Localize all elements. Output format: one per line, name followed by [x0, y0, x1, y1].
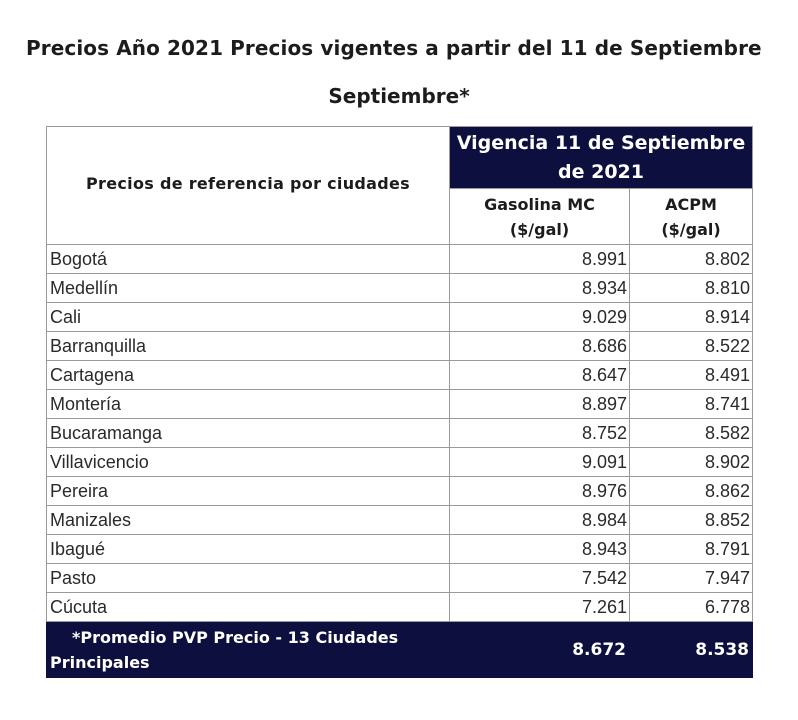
- city-cell: Medellín: [46, 273, 450, 303]
- fuel-prices-table: Precios de referencia por ciudades Vigen…: [46, 126, 754, 678]
- period-header: Vigencia 11 de Septiembre de 2021: [448, 126, 754, 189]
- acpm-cell: 8.852: [628, 505, 754, 535]
- city-cell: Bogotá: [46, 244, 450, 274]
- acpm-cell: 8.862: [628, 476, 754, 506]
- acpm-column-name: ACPM: [665, 194, 717, 214]
- gasolina-cell: 8.943: [449, 534, 630, 564]
- table-row: Ibagué 8.943 8.791: [46, 534, 754, 564]
- acpm-cell: 8.802: [628, 244, 754, 274]
- average-acpm: 8.538: [628, 621, 754, 678]
- city-cell: Montería: [46, 389, 450, 419]
- gasolina-cell: 8.897: [449, 389, 630, 419]
- gasolina-cell: 8.752: [449, 418, 630, 448]
- city-cell: Cali: [46, 302, 450, 332]
- acpm-cell: 8.902: [628, 447, 754, 477]
- page-title: Precios Año 2021 Precios vigentes a part…: [26, 36, 762, 60]
- city-cell: Ibagué: [46, 534, 450, 564]
- page-title-continuation: Septiembre*: [328, 84, 470, 108]
- table-row: Montería 8.897 8.741: [46, 389, 754, 419]
- acpm-cell: 8.491: [628, 360, 754, 390]
- acpm-cell: 8.522: [628, 331, 754, 361]
- acpm-column-unit: ($/gal): [661, 219, 721, 239]
- table-row: Bogotá 8.991 8.802: [46, 244, 754, 274]
- acpm-cell: 6.778: [628, 592, 754, 622]
- acpm-cell: 8.810: [628, 273, 754, 303]
- table-row: Medellín 8.934 8.810: [46, 273, 754, 303]
- table-row: Pereira 8.976 8.862: [46, 476, 754, 506]
- table-row: Bucaramanga 8.752 8.582: [46, 418, 754, 448]
- acpm-cell: 7.947: [628, 563, 754, 593]
- acpm-cell: 8.582: [628, 418, 754, 448]
- gasolina-cell: 8.647: [449, 360, 630, 390]
- acpm-cell: 8.741: [628, 389, 754, 419]
- gasolina-cell: 9.029: [449, 302, 630, 332]
- city-cell: Bucaramanga: [46, 418, 450, 448]
- table-row: Cúcuta 7.261 6.778: [46, 592, 754, 622]
- acpm-cell: 8.791: [628, 534, 754, 564]
- city-cell: Villavicencio: [46, 447, 450, 477]
- gasolina-column-name: Gasolina MC: [484, 194, 595, 214]
- city-cell: Manizales: [46, 505, 450, 535]
- table-row: Pasto 7.542 7.947: [46, 563, 754, 593]
- average-gasolina: 8.672: [449, 621, 630, 678]
- table-row: Barranquilla 8.686 8.522: [46, 331, 754, 361]
- acpm-column-header: ACPM ($/gal): [628, 188, 754, 245]
- gasolina-cell: 8.934: [449, 273, 630, 303]
- city-cell: Pasto: [46, 563, 450, 593]
- gasolina-column-unit: ($/gal): [509, 219, 570, 239]
- table-row: Cartagena 8.647 8.491: [46, 360, 754, 390]
- table-row: Cali 9.029 8.914: [46, 302, 754, 332]
- table-row: Villavicencio 9.091 8.902: [46, 447, 754, 477]
- gasolina-cell: 8.976: [449, 476, 630, 506]
- gasolina-cell: 9.091: [449, 447, 630, 477]
- gasolina-cell: 8.984: [449, 505, 630, 535]
- city-cell: Cartagena: [46, 360, 450, 390]
- city-column-header: Precios de referencia por ciudades: [46, 126, 450, 245]
- average-label: *Promedio PVP Precio - 13 Ciudades Princ…: [46, 621, 450, 678]
- gasolina-cell: 8.686: [449, 331, 630, 361]
- gasolina-column-header: Gasolina MC ($/gal): [449, 188, 630, 245]
- average-row: *Promedio PVP Precio - 13 Ciudades Princ…: [46, 621, 754, 678]
- table-row: Manizales 8.984 8.852: [46, 505, 754, 535]
- gasolina-cell: 7.261: [449, 592, 630, 622]
- gasolina-cell: 8.991: [449, 244, 630, 274]
- city-cell: Cúcuta: [46, 592, 450, 622]
- city-cell: Pereira: [46, 476, 450, 506]
- gasolina-cell: 7.542: [449, 563, 630, 593]
- acpm-cell: 8.914: [628, 302, 754, 332]
- table-body: Bogotá 8.991 8.802 Medellín 8.934 8.810 Cali 9.…: [46, 244, 754, 622]
- city-cell: Barranquilla: [46, 331, 450, 361]
